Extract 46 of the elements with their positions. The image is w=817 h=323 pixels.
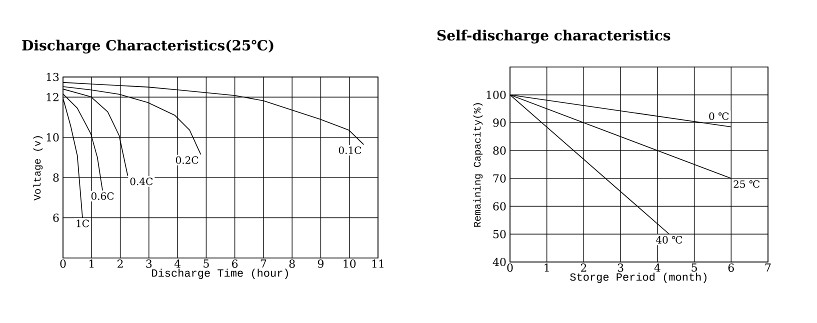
x-tick-label: 0 (507, 264, 513, 272)
x-axis-title: Storge Period (month) (570, 272, 706, 283)
x-tick-label: 2 (118, 260, 123, 268)
y-axis-title: Remaining Capacity(%) (473, 103, 483, 227)
x-tick-label: 0 (60, 260, 66, 268)
x-tick-label: 1 (89, 260, 94, 268)
series-label: 0.1C (338, 146, 362, 154)
y-tick-label: 60 (493, 202, 506, 210)
x-tick-label: 11 (372, 260, 384, 268)
x-tick-label: 4 (654, 264, 660, 272)
x-axis-title: Discharge Time (hour) (152, 268, 288, 279)
y-tick-label: 80 (493, 146, 506, 155)
series-label: 40 ℃ (656, 236, 682, 244)
x-tick-label: 9 (318, 260, 324, 268)
series-label: 0.4C (130, 178, 153, 186)
y-tick-label: 13 (46, 72, 59, 82)
y-tick-label: 100 (486, 90, 506, 100)
x-tick-label: 7 (765, 264, 771, 272)
y-tick-label: 50 (493, 230, 506, 238)
x-tick-label: 8 (289, 260, 295, 268)
y-tick-label: 70 (493, 174, 506, 183)
y-tick-label: 10 (46, 133, 59, 142)
series-label: 0.2C (176, 156, 198, 164)
x-tick-label: 6 (232, 260, 238, 268)
y-tick-label: 90 (493, 118, 506, 127)
y-tick-label: 40 (492, 258, 506, 266)
series-label: 0.6C (91, 192, 114, 200)
x-tick-label: 2 (580, 264, 586, 272)
x-tick-label: 5 (692, 264, 697, 272)
series-label: 1C (76, 220, 89, 228)
series-label: 25 ℃ (734, 180, 760, 188)
x-tick-label: 3 (618, 264, 624, 272)
x-tick-label: 4 (174, 260, 180, 268)
x-tick-label: 1 (544, 264, 549, 272)
x-tick-label: 6 (728, 264, 734, 272)
y-tick-label: 6 (53, 214, 59, 222)
x-tick-label: 10 (344, 260, 356, 268)
series-label: 0 ℃ (709, 112, 729, 120)
chart-title: Self-discharge characteristics (437, 30, 670, 44)
chart-title: Discharge Characteristics(25℃) (22, 40, 274, 54)
x-tick-label: 5 (204, 260, 209, 268)
x-tick-label: 7 (260, 260, 266, 268)
y-tick-label: 8 (53, 173, 59, 182)
y-tick-label: 12 (46, 93, 58, 102)
y-axis-title: Voltage (v) (33, 136, 43, 200)
x-tick-label: 3 (146, 260, 152, 268)
